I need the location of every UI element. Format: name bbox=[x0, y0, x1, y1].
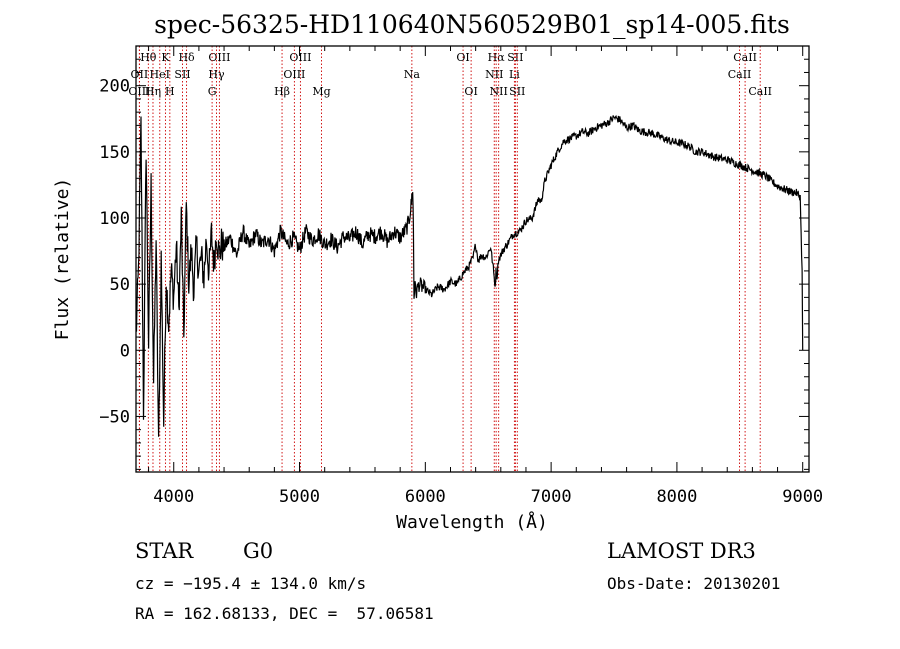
line-label-SII: SII bbox=[507, 51, 523, 64]
x-tick-label: 9000 bbox=[782, 487, 823, 507]
line-label-H: H bbox=[165, 85, 175, 98]
line-label-CaII: CaII bbox=[728, 68, 752, 81]
line-label-CaII: CaII bbox=[748, 85, 772, 98]
spectrum-chart: spec-56325-HD110640N560529B01_sp14-005.f… bbox=[52, 10, 823, 533]
line-label-SII: SII bbox=[509, 85, 525, 98]
line-label-Li: Li bbox=[509, 68, 520, 81]
redshift-text: cz = −195.4 ± 134.0 km/s bbox=[135, 574, 367, 593]
line-label-OIII: OIII bbox=[283, 68, 305, 81]
line-label-K: K bbox=[161, 51, 170, 64]
line-label-OI: OI bbox=[456, 51, 469, 64]
line-label-HeI: HeI bbox=[150, 68, 170, 81]
line-label-Mg: Mg bbox=[312, 85, 330, 98]
line-label-OIII: OIII bbox=[208, 51, 230, 64]
line-label-Hγ: Hγ bbox=[208, 68, 225, 81]
x-tick-label: 5000 bbox=[279, 487, 320, 507]
y-tick-label: 100 bbox=[99, 209, 130, 229]
line-label-SII: SII bbox=[174, 68, 190, 81]
y-tick-label: 50 bbox=[110, 275, 130, 295]
line-label-OIII: OIII bbox=[289, 51, 311, 64]
line-label-Hα: Hα bbox=[488, 51, 506, 64]
y-axis-label: Flux (relative) bbox=[52, 178, 73, 341]
object-subclass: G0 bbox=[243, 539, 274, 563]
x-tick-label: 4000 bbox=[153, 487, 194, 507]
line-label-Hη: Hη bbox=[145, 85, 161, 98]
line-label-Hθ: Hθ bbox=[140, 51, 157, 64]
x-tick-label: 8000 bbox=[656, 487, 697, 507]
coords-text: RA = 162.68133, DEC = 57.06581 bbox=[135, 604, 434, 623]
flux-series-line bbox=[135, 114, 804, 437]
line-label-CaII: CaII bbox=[733, 51, 757, 64]
line-label-OI: OI bbox=[464, 85, 477, 98]
line-label-Hβ: Hβ bbox=[274, 85, 290, 98]
line-label-OIII: OIII bbox=[128, 85, 150, 98]
obs-date-text: Obs-Date: 20130201 bbox=[607, 574, 781, 593]
line-label-NII: NII bbox=[490, 85, 508, 98]
object-class: STAR bbox=[135, 539, 194, 563]
x-tick-label: 7000 bbox=[531, 487, 572, 507]
y-tick-label: −50 bbox=[99, 407, 130, 427]
chart-title: spec-56325-HD110640N560529B01_sp14-005.f… bbox=[154, 10, 790, 39]
line-label-NII: NII bbox=[485, 68, 503, 81]
survey-name: LAMOST DR3 bbox=[607, 539, 756, 563]
y-tick-label: 150 bbox=[99, 143, 130, 163]
axes: 4000 5000 6000 7000 8000 9000 −50 0 50 100 150 200 bbox=[99, 45, 823, 507]
plot-frame bbox=[135, 45, 810, 473]
y-tick-label: 200 bbox=[99, 77, 130, 97]
line-label-G: G bbox=[208, 85, 217, 98]
x-tick-label: 6000 bbox=[405, 487, 446, 507]
line-label-Na: Na bbox=[404, 68, 421, 81]
y-tick-label: 0 bbox=[120, 341, 130, 361]
line-label-Hδ: Hδ bbox=[178, 51, 195, 64]
x-axis-label: Wavelength (Å) bbox=[396, 511, 548, 533]
